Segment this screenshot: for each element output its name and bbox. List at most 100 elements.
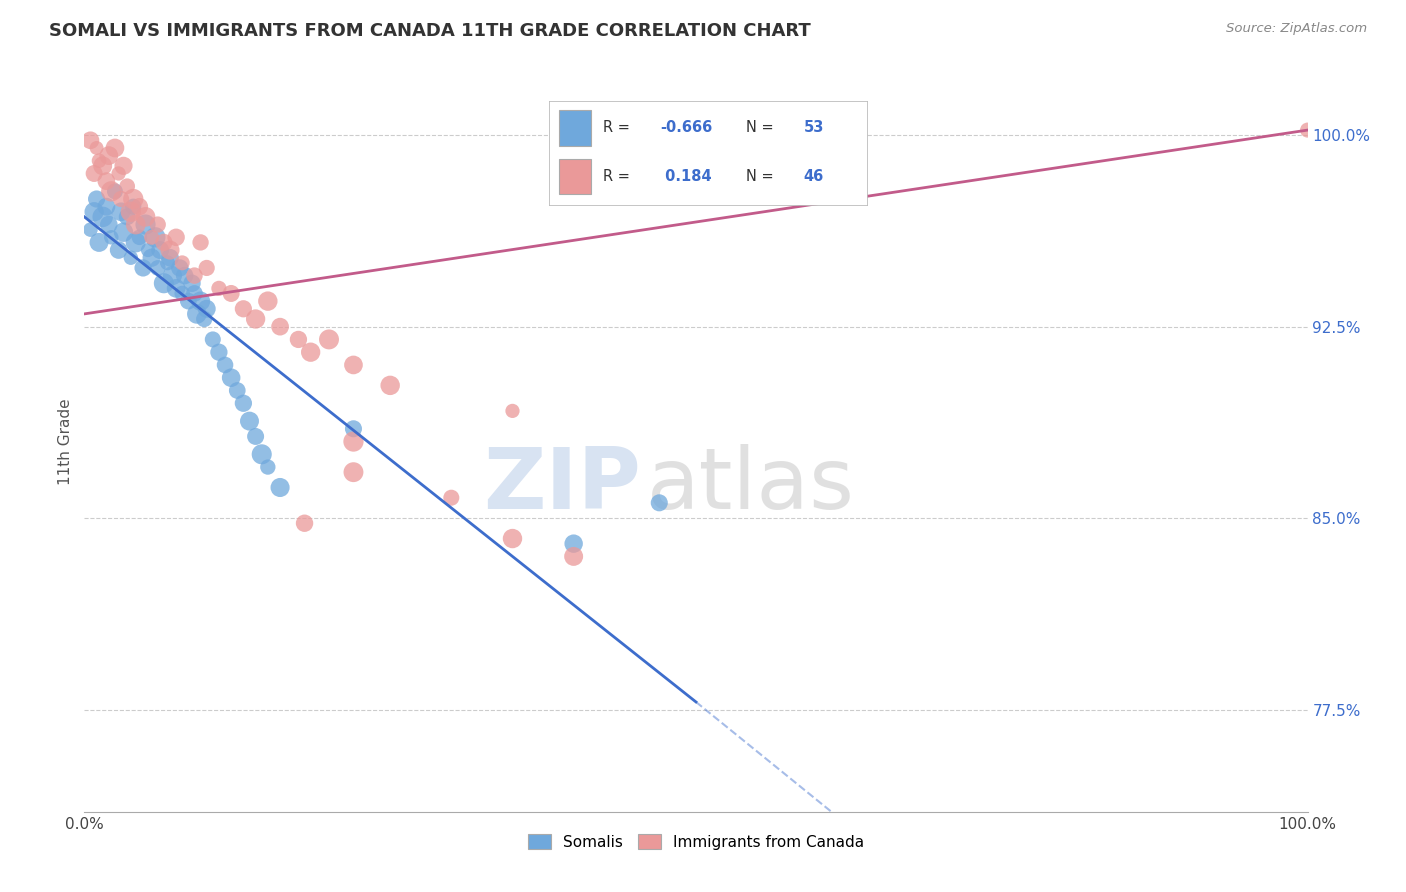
Point bbox=[107, 243, 129, 257]
Point bbox=[136, 243, 159, 257]
Point bbox=[120, 251, 142, 265]
Point bbox=[112, 159, 135, 173]
Text: Source: ZipAtlas.com: Source: ZipAtlas.com bbox=[1226, 22, 1367, 36]
Point bbox=[245, 429, 267, 443]
Point bbox=[208, 281, 231, 295]
Point bbox=[165, 281, 187, 295]
Point bbox=[186, 307, 208, 321]
Point bbox=[146, 218, 169, 232]
Point bbox=[299, 345, 322, 359]
Point bbox=[195, 301, 218, 316]
Point bbox=[208, 345, 231, 359]
Point bbox=[79, 222, 101, 236]
Legend: Somalis, Immigrants from Canada: Somalis, Immigrants from Canada bbox=[522, 828, 870, 856]
Point bbox=[115, 210, 138, 224]
Point bbox=[173, 268, 195, 283]
Point bbox=[190, 294, 212, 309]
Point bbox=[342, 434, 364, 449]
Point bbox=[502, 532, 524, 546]
Point bbox=[172, 256, 194, 270]
Point bbox=[172, 286, 194, 301]
Point bbox=[149, 243, 172, 257]
Point bbox=[183, 268, 205, 283]
Point bbox=[294, 516, 316, 531]
Point bbox=[269, 481, 291, 495]
Point bbox=[250, 447, 273, 461]
Point bbox=[86, 141, 108, 155]
Point bbox=[146, 260, 169, 275]
Point bbox=[440, 491, 463, 505]
Point bbox=[245, 312, 267, 326]
Point bbox=[342, 422, 364, 436]
Point bbox=[201, 333, 224, 347]
Point bbox=[562, 549, 585, 564]
Point bbox=[128, 200, 150, 214]
Point bbox=[232, 396, 254, 410]
Point bbox=[143, 230, 166, 244]
Point bbox=[219, 370, 242, 384]
Point bbox=[287, 333, 309, 347]
Point bbox=[257, 294, 280, 309]
Point bbox=[110, 192, 132, 206]
Text: atlas: atlas bbox=[647, 444, 855, 527]
Point bbox=[132, 260, 155, 275]
Point bbox=[181, 277, 204, 291]
Point bbox=[238, 414, 260, 428]
Point bbox=[318, 333, 340, 347]
Point bbox=[96, 174, 118, 188]
Point bbox=[153, 235, 176, 250]
Point bbox=[195, 260, 218, 275]
Y-axis label: 11th Grade: 11th Grade bbox=[58, 398, 73, 485]
Point bbox=[257, 460, 280, 475]
Point bbox=[342, 465, 364, 479]
Point bbox=[342, 358, 364, 372]
Point bbox=[226, 384, 249, 398]
Point bbox=[648, 496, 671, 510]
Point bbox=[96, 200, 118, 214]
Point bbox=[100, 230, 122, 244]
Point bbox=[122, 192, 145, 206]
Point bbox=[153, 277, 176, 291]
Point bbox=[141, 230, 163, 244]
Point bbox=[83, 204, 105, 219]
Point bbox=[156, 256, 179, 270]
Point bbox=[125, 218, 148, 232]
Point bbox=[214, 358, 236, 372]
Point bbox=[562, 536, 585, 550]
Point bbox=[177, 294, 200, 309]
Point bbox=[79, 133, 101, 147]
Point bbox=[232, 301, 254, 316]
Point bbox=[128, 230, 150, 244]
Point bbox=[107, 166, 129, 180]
Text: SOMALI VS IMMIGRANTS FROM CANADA 11TH GRADE CORRELATION CHART: SOMALI VS IMMIGRANTS FROM CANADA 11TH GR… bbox=[49, 22, 811, 40]
Point bbox=[159, 251, 181, 265]
Point bbox=[87, 153, 110, 168]
Point bbox=[162, 268, 184, 283]
Point bbox=[122, 200, 145, 214]
Point bbox=[135, 210, 157, 224]
Point bbox=[193, 312, 215, 326]
Point bbox=[1296, 123, 1319, 137]
Point bbox=[183, 286, 205, 301]
Point bbox=[104, 185, 127, 199]
Point bbox=[380, 378, 402, 392]
Point bbox=[86, 192, 108, 206]
Point bbox=[112, 225, 135, 239]
Point bbox=[91, 210, 114, 224]
Point bbox=[159, 243, 181, 257]
Point bbox=[219, 286, 242, 301]
Point bbox=[97, 218, 120, 232]
Point bbox=[97, 148, 120, 162]
Point bbox=[169, 260, 191, 275]
Point bbox=[83, 166, 105, 180]
Point bbox=[125, 235, 148, 250]
Point bbox=[104, 141, 127, 155]
Point bbox=[87, 235, 110, 250]
Point bbox=[502, 404, 524, 418]
Point bbox=[115, 179, 138, 194]
Text: ZIP: ZIP bbox=[484, 444, 641, 527]
Point bbox=[141, 251, 163, 265]
Point bbox=[165, 230, 187, 244]
Point bbox=[190, 235, 212, 250]
Point bbox=[135, 218, 157, 232]
